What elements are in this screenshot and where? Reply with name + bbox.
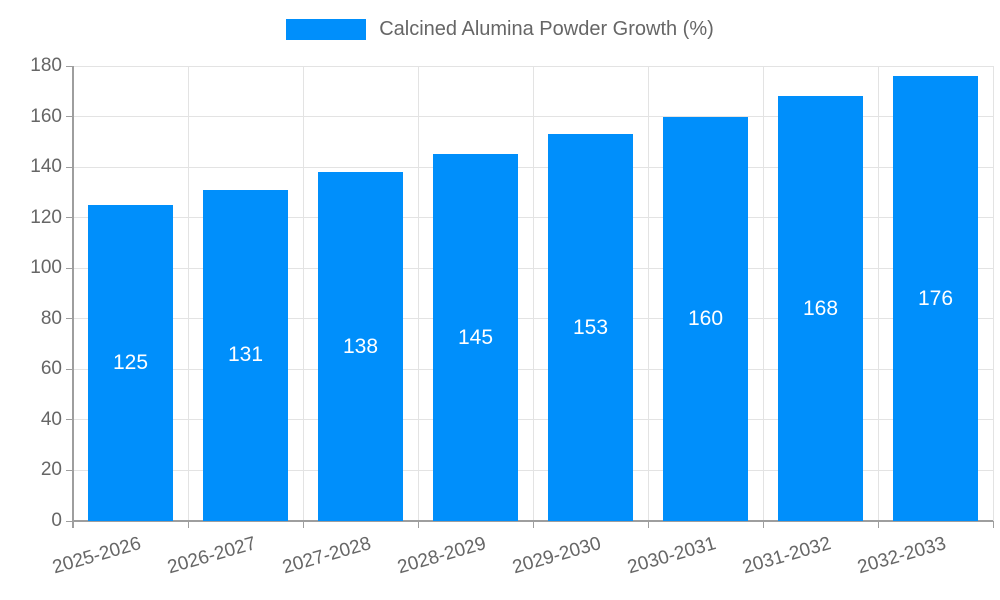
y-tick-label: 40 bbox=[40, 408, 62, 430]
x-tick-mark bbox=[647, 521, 649, 528]
y-tick-mark bbox=[66, 217, 73, 219]
x-tick-mark bbox=[877, 521, 879, 528]
x-tick-label: 2029-2030 bbox=[509, 533, 604, 579]
y-tick-label: 80 bbox=[40, 307, 62, 329]
y-tick-mark bbox=[66, 267, 73, 269]
bar-value-label: 176 bbox=[917, 286, 954, 310]
x-tick-mark bbox=[762, 521, 764, 528]
y-tick-label: 20 bbox=[40, 459, 62, 481]
y-tick-label: 100 bbox=[30, 257, 62, 279]
bar[interactable] bbox=[548, 134, 633, 521]
bar-value-label: 125 bbox=[112, 351, 149, 374]
v-gridline bbox=[417, 66, 419, 521]
bar[interactable] bbox=[88, 205, 173, 521]
x-axis-line bbox=[72, 520, 993, 522]
x-tick-label: 2032-2033 bbox=[854, 533, 949, 579]
bar[interactable] bbox=[778, 96, 863, 521]
v-gridline bbox=[187, 66, 189, 521]
bar[interactable] bbox=[893, 76, 978, 521]
legend-swatch bbox=[286, 19, 367, 40]
bar-value-label: 131 bbox=[227, 343, 264, 367]
y-tick-mark bbox=[66, 419, 73, 421]
x-tick-label: 2026-2027 bbox=[164, 533, 259, 579]
bar[interactable] bbox=[433, 154, 518, 521]
v-gridline bbox=[532, 66, 534, 521]
legend-item[interactable]: Calcined Alumina Powder Growth (%) bbox=[286, 18, 714, 41]
x-tick-label: 2030-2031 bbox=[624, 533, 719, 579]
y-tick-mark bbox=[66, 166, 73, 168]
bar[interactable] bbox=[203, 189, 288, 521]
y-tick-label: 140 bbox=[30, 156, 62, 178]
y-tick-label: 160 bbox=[30, 105, 62, 127]
x-tick-label: 2028-2029 bbox=[394, 533, 489, 579]
v-gridline bbox=[302, 66, 304, 521]
y-tick-mark bbox=[66, 116, 73, 118]
x-tick-mark bbox=[302, 521, 304, 528]
bar-value-label: 168 bbox=[802, 296, 839, 320]
y-tick-mark bbox=[66, 469, 73, 471]
y-tick-label: 0 bbox=[51, 510, 62, 531]
y-tick-mark bbox=[66, 368, 73, 370]
x-tick-mark bbox=[187, 521, 189, 528]
x-tick-mark bbox=[532, 521, 534, 528]
legend-label: Calcined Alumina Powder Growth (%) bbox=[379, 18, 714, 40]
bar-value-label: 138 bbox=[342, 334, 379, 358]
bar-value-label: 145 bbox=[457, 325, 494, 349]
y-tick-mark bbox=[66, 318, 73, 320]
bar[interactable] bbox=[318, 172, 403, 521]
y-tick-label: 60 bbox=[40, 358, 62, 380]
legend: Calcined Alumina Powder Growth (%) bbox=[0, 18, 1000, 41]
y-axis-line bbox=[72, 66, 74, 528]
y-tick-mark bbox=[66, 65, 73, 67]
v-gridline bbox=[877, 66, 879, 521]
x-tick-mark bbox=[417, 521, 419, 528]
y-tick-label: 180 bbox=[30, 55, 62, 76]
x-tick-label: 2025-2026 bbox=[49, 533, 144, 579]
bar-value-label: 153 bbox=[572, 315, 609, 339]
y-tick-mark bbox=[66, 520, 73, 522]
x-tick-mark bbox=[992, 521, 994, 528]
v-gridline bbox=[762, 66, 764, 521]
bar-value-label: 160 bbox=[687, 306, 724, 330]
v-gridline bbox=[647, 66, 649, 521]
bar[interactable] bbox=[663, 116, 748, 521]
x-tick-label: 2031-2032 bbox=[739, 533, 834, 579]
v-gridline bbox=[992, 66, 994, 521]
x-tick-label: 2027-2028 bbox=[279, 533, 374, 579]
y-tick-label: 120 bbox=[30, 206, 62, 228]
